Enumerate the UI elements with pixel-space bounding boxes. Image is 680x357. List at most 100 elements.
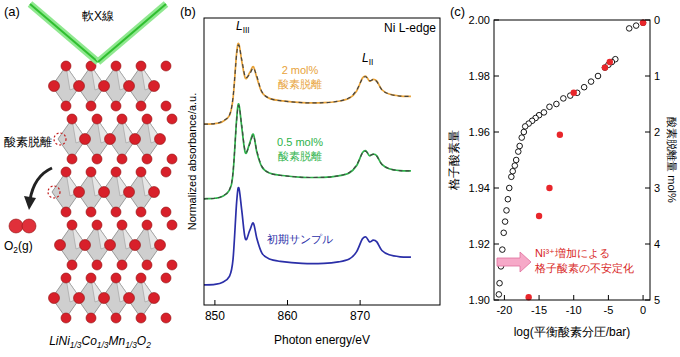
oxygen-atom	[142, 260, 152, 270]
o2-atom	[9, 219, 23, 233]
y-tick-label: 2.00	[469, 14, 490, 26]
x-tick-label: 860	[277, 309, 297, 323]
data-point	[501, 230, 507, 236]
oxygen-atom	[117, 154, 127, 164]
spectrum-line	[204, 188, 411, 285]
data-point	[607, 59, 613, 65]
oxygen-atom	[67, 154, 77, 164]
release-arrow	[30, 168, 52, 200]
oxygen-atom	[74, 187, 85, 198]
y-axis-label: 格子酸素量	[447, 130, 461, 191]
x-tick	[360, 300, 361, 305]
data-point	[547, 104, 553, 110]
oxygen-atom	[61, 61, 71, 71]
oxygen-atom	[49, 293, 60, 304]
subscript: II	[369, 57, 374, 67]
data-point	[509, 174, 515, 180]
data-point	[510, 168, 516, 174]
oxygen-atom	[124, 81, 135, 92]
o2-atom	[22, 219, 36, 233]
oxygen-atom	[92, 114, 102, 124]
panel-label: (a)	[4, 4, 20, 19]
oxygen-atom	[111, 101, 121, 111]
spectra-chart: (b)850860870Photon energy/eVNormalized a…	[180, 4, 440, 347]
oxygen-atom	[80, 240, 91, 251]
oxygen-atom	[136, 313, 146, 323]
oxygen-atom	[161, 273, 171, 283]
oxygen-atom	[161, 101, 171, 111]
oxygen-atom	[117, 114, 127, 124]
x-tick-label: -15	[531, 304, 547, 316]
y2-tick	[645, 188, 650, 189]
oxygen-atom	[99, 293, 110, 304]
oxygen-atom	[80, 134, 91, 145]
oxygen-atom	[155, 240, 166, 251]
subscript: 2	[145, 340, 151, 350]
arrow-head	[24, 196, 36, 210]
data-point	[633, 23, 639, 29]
text-part: Co	[81, 334, 97, 348]
oxygen-atom	[111, 313, 121, 323]
oxygen-atom	[86, 207, 96, 217]
oxygen-atom	[136, 273, 146, 283]
oxygen-atom	[161, 313, 171, 323]
subscript: III	[243, 25, 250, 35]
oxygen-atom	[92, 154, 102, 164]
data-point	[602, 65, 608, 71]
subscript: 1/3	[97, 340, 109, 350]
text-part: O	[4, 239, 13, 253]
text-part: O	[137, 334, 146, 348]
oxygen-atom	[136, 207, 146, 217]
oxygen-atom	[142, 114, 152, 124]
y-axis-label: Normalized absorbance/a.u.	[186, 93, 198, 231]
oxygen-atom	[117, 260, 127, 270]
oxygen-atom	[124, 187, 135, 198]
oxygen-atom	[142, 220, 152, 230]
x-tick	[504, 295, 505, 300]
data-point	[500, 247, 506, 253]
y2-tick-label: 4	[654, 238, 660, 250]
x-tick-label: 850	[205, 309, 225, 323]
y2-axis-label: 酸素脱離量 mol%	[666, 117, 678, 203]
x-tick	[214, 300, 215, 305]
oxygen-atom	[99, 81, 110, 92]
series-label-line: 2 mol%	[282, 64, 319, 76]
oxygen-atom	[55, 240, 66, 251]
oxygen-atom	[111, 207, 121, 217]
text-part: L	[236, 19, 243, 33]
oxygen-atom	[136, 101, 146, 111]
x-tick	[608, 295, 609, 300]
data-point	[588, 79, 594, 85]
data-point	[640, 20, 646, 26]
figure: (a)軟X線酸素脱離O2(g)LiNi1/3Co1/3Mn1/3O2(b)850…	[0, 0, 680, 357]
oxygen-atom	[61, 313, 71, 323]
data-point	[602, 64, 608, 70]
oxygen-atom	[105, 240, 116, 251]
data-point	[640, 20, 646, 26]
panel-label: (c)	[450, 4, 465, 19]
formula: LiNi1/3Co1/3Mn1/3O2	[49, 334, 151, 350]
oxygen-atom	[61, 167, 71, 177]
oxygen-atom	[86, 313, 96, 323]
data-point	[522, 124, 528, 130]
data-point	[505, 196, 511, 202]
data-point	[525, 294, 531, 300]
oxygen-atom	[136, 61, 146, 71]
oxygen-atom	[161, 61, 171, 71]
oxygen-atom	[167, 114, 177, 124]
oxygen-atom	[155, 134, 166, 145]
plot-frame	[204, 18, 440, 305]
data-point	[506, 185, 512, 191]
y2-tick	[645, 76, 650, 77]
data-point	[561, 96, 567, 102]
spectrum-line	[204, 104, 411, 199]
data-point	[571, 90, 577, 96]
data-point	[515, 149, 521, 155]
y2-tick-label: 5	[654, 294, 660, 306]
text-part: Mn	[108, 334, 125, 348]
data-point	[502, 219, 508, 225]
x-tick	[287, 300, 288, 305]
y-tick-label: 1.90	[469, 294, 490, 306]
oxygen-atom	[105, 134, 116, 145]
oxygen-atom	[161, 207, 171, 217]
